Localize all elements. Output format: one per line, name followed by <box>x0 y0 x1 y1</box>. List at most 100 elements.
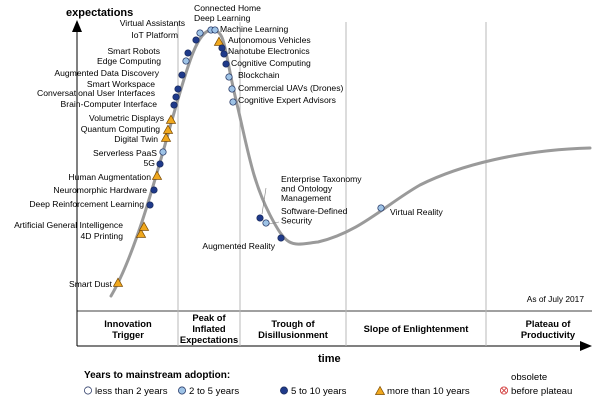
legend-label-5to10: 5 to 10 years <box>291 386 347 397</box>
augmented-reality-label: Augmented Reality <box>202 241 275 251</box>
deep-learning-label: Deep Learning <box>194 13 251 23</box>
machine-learning-marker <box>213 36 225 46</box>
legend-circle-icon <box>178 386 186 395</box>
software-defined-security-label: Software-Defined Security <box>281 206 348 225</box>
cognitive-expert-advisors-marker <box>229 98 237 106</box>
nanotube-electronics-leader-line <box>226 51 232 55</box>
edge-computing-marker <box>182 57 190 65</box>
4d-printing-marker <box>135 228 147 238</box>
iot-platform-label: IoT Platform <box>131 30 178 40</box>
edge-computing-label: Edge Computing <box>97 56 161 66</box>
human-augmentation-label: Human Augmentation <box>68 172 151 182</box>
legend-label-lt2: less than 2 years <box>95 386 168 397</box>
y-axis-title: expectations <box>66 7 133 19</box>
quantum-computing-label: Quantum Computing <box>81 124 161 134</box>
nanotube-electronics-marker <box>220 50 228 58</box>
machine-learning-label: Machine Learning <box>220 24 289 34</box>
artificial-general-intelligence-marker <box>138 221 150 231</box>
legend-obsolete-label-top: obsolete <box>511 372 547 383</box>
neuromorphic-hardware-label: Neuromorphic Hardware <box>53 185 147 195</box>
conversational-user-interfaces-label: Conversational User Interfaces <box>37 88 155 98</box>
augmented-data-discovery-marker <box>178 71 186 79</box>
blockchain-marker <box>225 73 233 81</box>
legend-label-2to5: 2 to 5 years <box>189 386 239 397</box>
hype-curve <box>109 28 592 298</box>
quantum-computing-marker <box>162 124 174 134</box>
serverless-paas-label: Serverless PaaS <box>93 148 157 158</box>
commercial-uavs-drones-marker <box>228 85 236 93</box>
legend-label-obsolete: before plateau <box>511 386 572 397</box>
5g-marker <box>156 160 164 168</box>
deep-learning-marker <box>211 26 219 34</box>
iot-platform-marker <box>192 36 200 44</box>
legend-title: Years to mainstream adoption: <box>84 370 230 381</box>
phase-label-plateau-of-productivity: Plateau of Productivity <box>521 318 576 340</box>
legend-obsolete-cross-b <box>501 387 507 394</box>
deep-reinforcement-learning-label: Deep Reinforcement Learning <box>29 199 144 209</box>
software-defined-security-marker <box>262 219 270 227</box>
volumetric-displays-label: Volumetric Displays <box>89 113 164 123</box>
phase-labels: Innovation Trigger Peak of Inflated Expectat… <box>104 312 576 345</box>
virtual-reality-label: Virtual Reality <box>390 207 444 217</box>
cognitive-computing-label: Cognitive Computing <box>231 58 311 68</box>
axes <box>72 20 592 351</box>
augmented-reality-marker <box>277 234 285 242</box>
smart-robots-label: Smart Robots <box>107 46 160 56</box>
blockchain-label: Blockchain <box>238 70 280 80</box>
virtual-assistants-label: Virtual Assistants <box>120 18 185 28</box>
technology-markers <box>112 26 385 287</box>
smart-dust-marker <box>112 277 124 287</box>
digital-twin-marker <box>160 132 172 142</box>
y-axis-arrow-icon <box>72 20 82 32</box>
software-defined-security-leader-line <box>268 221 280 225</box>
enterprise-taxonomy-and-ontology-management-label: Enterprise Taxonomy and Ontology Managemen… <box>281 174 362 203</box>
phase-label-peak-of-inflated-expectations: Peak of Inflated Expectations <box>180 312 238 345</box>
nanotube-electronics-label: Nanotube Electronics <box>228 46 310 56</box>
brain-computer-interface-marker <box>170 101 178 109</box>
augmented-data-discovery-label: Augmented Data Discovery <box>54 68 159 78</box>
autonomous-vehicles-label: Autonomous Vehicles <box>228 35 311 45</box>
phase-label-innovation-trigger: Innovation Trigger <box>104 318 152 340</box>
virtual-reality-marker <box>377 204 385 212</box>
autonomous-vehicles-marker <box>218 44 226 52</box>
legend: Years to mainstream adoption: less than … <box>84 370 572 397</box>
phase-label-slope-of-enlightenment: Slope of Enlightenment <box>364 323 469 334</box>
phase-label-trough-of-disillusionment: Trough of Disillusionment <box>258 318 328 340</box>
artificial-general-intelligence-label: Artificial General Intelligence <box>14 220 123 230</box>
human-augmentation-marker <box>151 170 163 180</box>
x-axis-arrow-icon <box>580 341 592 351</box>
conversational-user-interfaces-marker <box>172 93 180 101</box>
phase-dividers <box>177 22 487 346</box>
legend-item-gt10: more than 10 years <box>374 385 470 397</box>
digital-twin-label: Digital Twin <box>114 134 158 144</box>
legend-item-2to5: 2 to 5 years <box>178 386 239 397</box>
cognitive-expert-advisors-label: Cognitive Expert Advisors <box>238 95 336 105</box>
legend-triangle-icon <box>374 385 386 395</box>
serverless-paas-marker <box>159 148 167 156</box>
volumetric-displays-marker <box>165 114 177 124</box>
as-of-note: As of July 2017 <box>527 294 585 304</box>
smart-dust-label: Smart Dust <box>69 279 113 289</box>
legend-item-obsolete: obsolete before plateau <box>499 372 572 397</box>
enterprise-taxonomy-and-ontology-management-leader-line <box>261 187 267 215</box>
legend-item-lt2: less than 2 years <box>84 386 168 397</box>
commercial-uavs-drones-label: Commercial UAVs (Drones) <box>238 83 344 93</box>
4d-printing-label: 4D Printing <box>80 231 123 241</box>
smart-workspace-marker <box>174 85 182 93</box>
enterprise-taxonomy-and-ontology-management-marker <box>256 214 264 222</box>
5g-label: 5G <box>144 158 156 168</box>
connected-home-label: Connected Home <box>194 3 261 13</box>
deep-reinforcement-learning-marker <box>146 201 154 209</box>
legend-item-5to10: 5 to 10 years <box>280 386 347 397</box>
leader-lines <box>226 51 280 225</box>
smart-workspace-label: Smart Workspace <box>87 79 155 89</box>
brain-computer-interface-label: Brain-Computer Interface <box>61 99 158 109</box>
legend-circle-icon <box>84 386 92 395</box>
neuromorphic-hardware-marker <box>150 186 158 194</box>
virtual-assistants-marker <box>196 29 204 37</box>
legend-label-gt10: more than 10 years <box>387 386 470 397</box>
legend-circle-icon <box>280 386 288 395</box>
smart-robots-marker <box>184 49 192 57</box>
